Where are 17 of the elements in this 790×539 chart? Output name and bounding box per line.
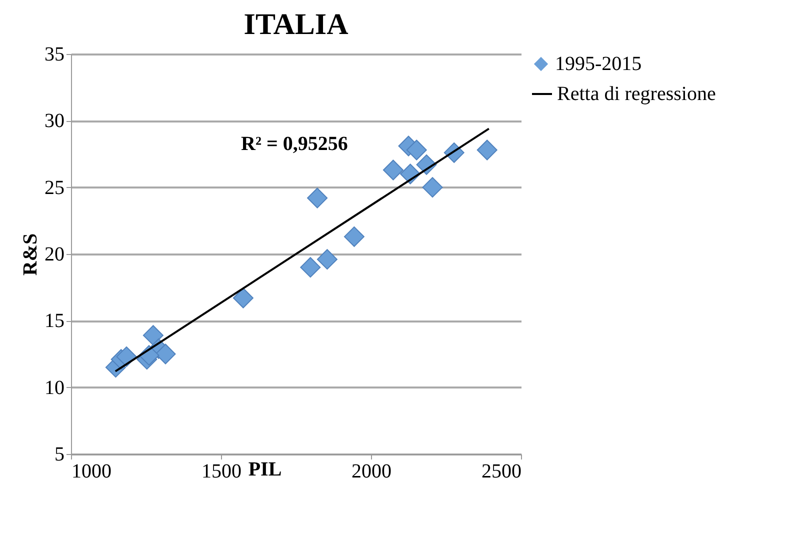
y-tick-label: 10	[44, 376, 64, 399]
y-tick-label: 15	[44, 310, 64, 332]
y-tick-label: 30	[44, 110, 64, 132]
x-tick-label: 2500	[482, 460, 522, 482]
y-tick-label: 35	[44, 44, 64, 66]
y-tick-label: 5	[54, 444, 64, 466]
legend-label: 1995-2015	[555, 53, 642, 75]
y-axis-title: R&S	[20, 233, 42, 276]
x-axis-title: PIL	[248, 458, 282, 480]
y-tick-label: 25	[44, 176, 64, 199]
x-tick-label: 1000	[72, 460, 112, 482]
legend-label: Retta di regressione	[557, 83, 716, 105]
x-tick-label: 2000	[352, 460, 392, 482]
annotation: R² = 0,95256	[241, 133, 348, 155]
chart-title: ITALIA	[244, 8, 349, 41]
x-tick-label: 1500	[202, 460, 242, 482]
y-tick-label: 20	[44, 244, 64, 266]
